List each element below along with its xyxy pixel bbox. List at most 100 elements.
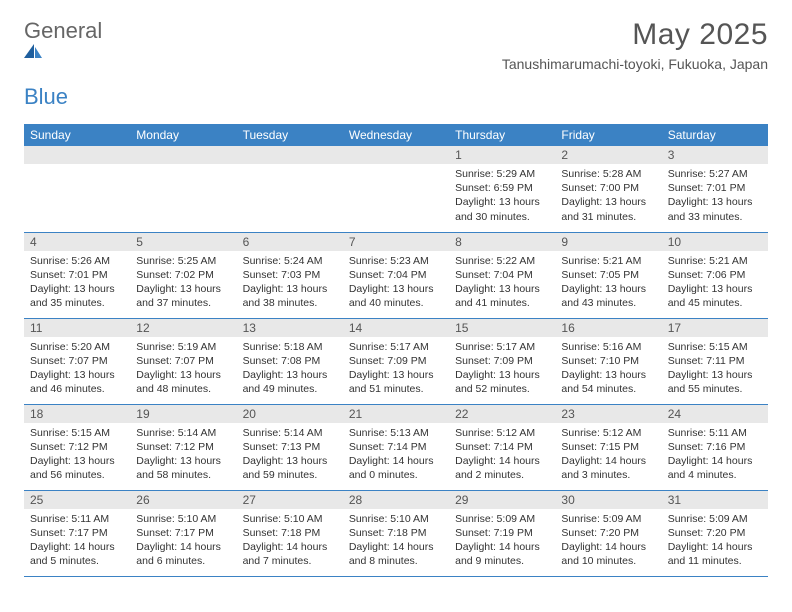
- day-number: 21: [343, 405, 449, 423]
- day-number: 2: [555, 146, 661, 164]
- calendar-day-cell: 30Sunrise: 5:09 AMSunset: 7:20 PMDayligh…: [555, 490, 661, 576]
- day-details: Sunrise: 5:15 AMSunset: 7:11 PMDaylight:…: [662, 337, 768, 400]
- day-details: Sunrise: 5:10 AMSunset: 7:18 PMDaylight:…: [343, 509, 449, 572]
- day-number: 19: [130, 405, 236, 423]
- header: GeneralBlue May 2025 Tanushimarumachi-to…: [24, 18, 768, 110]
- calendar-day-cell: [24, 146, 130, 232]
- calendar-day-cell: 26Sunrise: 5:10 AMSunset: 7:17 PMDayligh…: [130, 490, 236, 576]
- calendar-week-row: 1Sunrise: 5:29 AMSunset: 6:59 PMDaylight…: [24, 146, 768, 232]
- day-number: [24, 146, 130, 164]
- calendar-week-row: 11Sunrise: 5:20 AMSunset: 7:07 PMDayligh…: [24, 318, 768, 404]
- day-details: Sunrise: 5:20 AMSunset: 7:07 PMDaylight:…: [24, 337, 130, 400]
- day-number: 27: [237, 491, 343, 509]
- day-number: 26: [130, 491, 236, 509]
- day-number: 11: [24, 319, 130, 337]
- calendar-day-cell: 8Sunrise: 5:22 AMSunset: 7:04 PMDaylight…: [449, 232, 555, 318]
- day-number: [130, 146, 236, 164]
- calendar-day-cell: 12Sunrise: 5:19 AMSunset: 7:07 PMDayligh…: [130, 318, 236, 404]
- day-number: 8: [449, 233, 555, 251]
- day-number: 28: [343, 491, 449, 509]
- calendar-day-cell: 6Sunrise: 5:24 AMSunset: 7:03 PMDaylight…: [237, 232, 343, 318]
- day-number: 16: [555, 319, 661, 337]
- day-details: Sunrise: 5:12 AMSunset: 7:15 PMDaylight:…: [555, 423, 661, 486]
- day-number: 13: [237, 319, 343, 337]
- calendar-day-cell: 19Sunrise: 5:14 AMSunset: 7:12 PMDayligh…: [130, 404, 236, 490]
- day-details: Sunrise: 5:26 AMSunset: 7:01 PMDaylight:…: [24, 251, 130, 314]
- day-details: Sunrise: 5:23 AMSunset: 7:04 PMDaylight:…: [343, 251, 449, 314]
- day-details: Sunrise: 5:14 AMSunset: 7:13 PMDaylight:…: [237, 423, 343, 486]
- day-details: Sunrise: 5:27 AMSunset: 7:01 PMDaylight:…: [662, 164, 768, 227]
- calendar-day-cell: 15Sunrise: 5:17 AMSunset: 7:09 PMDayligh…: [449, 318, 555, 404]
- day-number: 29: [449, 491, 555, 509]
- day-number: 10: [662, 233, 768, 251]
- calendar-week-row: 25Sunrise: 5:11 AMSunset: 7:17 PMDayligh…: [24, 490, 768, 576]
- day-number: 14: [343, 319, 449, 337]
- day-number: 4: [24, 233, 130, 251]
- day-number: 3: [662, 146, 768, 164]
- day-details: Sunrise: 5:10 AMSunset: 7:18 PMDaylight:…: [237, 509, 343, 572]
- calendar-day-cell: 5Sunrise: 5:25 AMSunset: 7:02 PMDaylight…: [130, 232, 236, 318]
- calendar-head: SundayMondayTuesdayWednesdayThursdayFrid…: [24, 124, 768, 146]
- calendar-day-cell: 31Sunrise: 5:09 AMSunset: 7:20 PMDayligh…: [662, 490, 768, 576]
- day-number: 22: [449, 405, 555, 423]
- day-details: Sunrise: 5:14 AMSunset: 7:12 PMDaylight:…: [130, 423, 236, 486]
- brand-text: GeneralBlue: [24, 18, 104, 110]
- day-details: Sunrise: 5:29 AMSunset: 6:59 PMDaylight:…: [449, 164, 555, 227]
- calendar-day-cell: [343, 146, 449, 232]
- day-details: Sunrise: 5:28 AMSunset: 7:00 PMDaylight:…: [555, 164, 661, 227]
- title-block: May 2025 Tanushimarumachi-toyoki, Fukuok…: [502, 18, 768, 72]
- day-details: Sunrise: 5:11 AMSunset: 7:17 PMDaylight:…: [24, 509, 130, 572]
- calendar-day-cell: 10Sunrise: 5:21 AMSunset: 7:06 PMDayligh…: [662, 232, 768, 318]
- calendar-day-cell: 28Sunrise: 5:10 AMSunset: 7:18 PMDayligh…: [343, 490, 449, 576]
- day-number: 23: [555, 405, 661, 423]
- calendar-day-cell: 16Sunrise: 5:16 AMSunset: 7:10 PMDayligh…: [555, 318, 661, 404]
- day-number: 30: [555, 491, 661, 509]
- day-details: Sunrise: 5:11 AMSunset: 7:16 PMDaylight:…: [662, 423, 768, 486]
- calendar-table: SundayMondayTuesdayWednesdayThursdayFrid…: [24, 124, 768, 577]
- day-number: 17: [662, 319, 768, 337]
- calendar-day-cell: 14Sunrise: 5:17 AMSunset: 7:09 PMDayligh…: [343, 318, 449, 404]
- day-number: 25: [24, 491, 130, 509]
- day-details: Sunrise: 5:13 AMSunset: 7:14 PMDaylight:…: [343, 423, 449, 486]
- weekday-header: Wednesday: [343, 124, 449, 146]
- day-details: Sunrise: 5:09 AMSunset: 7:20 PMDaylight:…: [555, 509, 661, 572]
- day-details: Sunrise: 5:17 AMSunset: 7:09 PMDaylight:…: [343, 337, 449, 400]
- calendar-day-cell: 4Sunrise: 5:26 AMSunset: 7:01 PMDaylight…: [24, 232, 130, 318]
- day-number: 24: [662, 405, 768, 423]
- day-number: 9: [555, 233, 661, 251]
- calendar-day-cell: 1Sunrise: 5:29 AMSunset: 6:59 PMDaylight…: [449, 146, 555, 232]
- weekday-header: Sunday: [24, 124, 130, 146]
- calendar-body: 1Sunrise: 5:29 AMSunset: 6:59 PMDaylight…: [24, 146, 768, 576]
- calendar-week-row: 4Sunrise: 5:26 AMSunset: 7:01 PMDaylight…: [24, 232, 768, 318]
- calendar-day-cell: 29Sunrise: 5:09 AMSunset: 7:19 PMDayligh…: [449, 490, 555, 576]
- day-details: Sunrise: 5:19 AMSunset: 7:07 PMDaylight:…: [130, 337, 236, 400]
- day-details: Sunrise: 5:12 AMSunset: 7:14 PMDaylight:…: [449, 423, 555, 486]
- calendar-day-cell: 22Sunrise: 5:12 AMSunset: 7:14 PMDayligh…: [449, 404, 555, 490]
- day-details: Sunrise: 5:10 AMSunset: 7:17 PMDaylight:…: [130, 509, 236, 572]
- page-title: May 2025: [502, 18, 768, 52]
- weekday-header: Friday: [555, 124, 661, 146]
- day-details: Sunrise: 5:18 AMSunset: 7:08 PMDaylight:…: [237, 337, 343, 400]
- calendar-day-cell: 7Sunrise: 5:23 AMSunset: 7:04 PMDaylight…: [343, 232, 449, 318]
- brand-part2: Blue: [24, 84, 68, 109]
- day-number: 15: [449, 319, 555, 337]
- calendar-day-cell: 27Sunrise: 5:10 AMSunset: 7:18 PMDayligh…: [237, 490, 343, 576]
- day-details: Sunrise: 5:22 AMSunset: 7:04 PMDaylight:…: [449, 251, 555, 314]
- location-text: Tanushimarumachi-toyoki, Fukuoka, Japan: [502, 56, 768, 72]
- calendar-day-cell: [130, 146, 236, 232]
- calendar-day-cell: 13Sunrise: 5:18 AMSunset: 7:08 PMDayligh…: [237, 318, 343, 404]
- brand-logo: GeneralBlue: [24, 18, 104, 110]
- day-number: 31: [662, 491, 768, 509]
- day-number: 18: [24, 405, 130, 423]
- weekday-header: Monday: [130, 124, 236, 146]
- calendar-day-cell: 11Sunrise: 5:20 AMSunset: 7:07 PMDayligh…: [24, 318, 130, 404]
- weekday-header: Saturday: [662, 124, 768, 146]
- day-details: Sunrise: 5:09 AMSunset: 7:19 PMDaylight:…: [449, 509, 555, 572]
- day-number: 20: [237, 405, 343, 423]
- day-details: Sunrise: 5:15 AMSunset: 7:12 PMDaylight:…: [24, 423, 130, 486]
- weekday-header: Tuesday: [237, 124, 343, 146]
- day-details: Sunrise: 5:17 AMSunset: 7:09 PMDaylight:…: [449, 337, 555, 400]
- day-number: 12: [130, 319, 236, 337]
- day-number: 5: [130, 233, 236, 251]
- calendar-day-cell: 20Sunrise: 5:14 AMSunset: 7:13 PMDayligh…: [237, 404, 343, 490]
